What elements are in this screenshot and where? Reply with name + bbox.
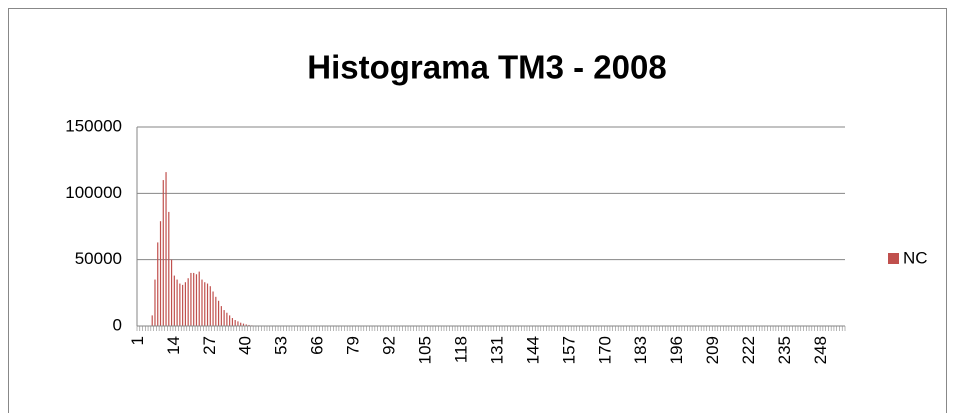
x-tick-label: 53 (272, 336, 291, 355)
bar (190, 272, 192, 326)
bar (176, 279, 178, 326)
bar (193, 272, 195, 326)
bar (206, 283, 209, 326)
bar (168, 211, 170, 326)
x-tick-label: 235 (775, 336, 794, 364)
legend-swatch (888, 253, 899, 264)
bar (184, 282, 186, 326)
x-tick-label: 196 (667, 336, 686, 364)
y-tick-label: 50000 (75, 249, 122, 268)
bar (204, 282, 206, 326)
bar (159, 221, 162, 326)
bar (223, 310, 225, 326)
bar (242, 323, 245, 326)
bar (237, 321, 239, 326)
x-tick-label: 131 (487, 336, 506, 364)
x-tick-label: 40 (236, 336, 255, 355)
x-tick-label: 27 (200, 336, 219, 355)
y-tick-label: 150000 (65, 116, 122, 135)
x-tick-label: 14 (164, 336, 183, 355)
bar (201, 279, 203, 326)
bar (215, 296, 217, 326)
bar (229, 315, 231, 326)
bar (217, 300, 220, 326)
bar (240, 322, 242, 326)
x-tick-label: 157 (559, 336, 578, 364)
category-ticks (136, 326, 846, 331)
bar (209, 286, 211, 326)
bar (187, 278, 189, 326)
bar (234, 320, 236, 326)
y-tick-label: 0 (113, 315, 122, 334)
bar (245, 324, 247, 326)
bar (198, 271, 200, 326)
bar (212, 291, 214, 326)
x-tick-label: 222 (739, 336, 758, 364)
x-tick-label: 183 (631, 336, 650, 364)
x-tick-label: 144 (523, 336, 542, 364)
x-tick-label: 118 (451, 336, 470, 363)
chart-frame (8, 8, 947, 413)
x-tick-label: 209 (703, 336, 722, 364)
bar (151, 315, 153, 326)
x-tick-label: 92 (380, 336, 399, 355)
x-tick-label: 105 (415, 336, 434, 364)
y-tick-label: 100000 (65, 183, 122, 202)
bar (220, 306, 222, 326)
bar (226, 312, 228, 326)
bar (195, 274, 198, 326)
bar (182, 284, 184, 326)
bar (162, 180, 164, 326)
bar (154, 279, 156, 326)
x-tick-label: 79 (344, 336, 363, 355)
bar (231, 318, 234, 326)
bar (179, 283, 181, 326)
x-tick-label: 170 (595, 336, 614, 364)
legend-label: NC (903, 248, 928, 267)
bar (165, 172, 167, 326)
bar (248, 324, 250, 326)
x-tick-label: 66 (308, 336, 327, 355)
bar (173, 275, 175, 326)
bar (157, 242, 159, 326)
x-tick-label: 248 (811, 336, 830, 364)
chart-title: Histograma TM3 - 2008 (307, 49, 666, 86)
x-tick-label: 1 (128, 336, 147, 345)
bar (170, 259, 173, 326)
